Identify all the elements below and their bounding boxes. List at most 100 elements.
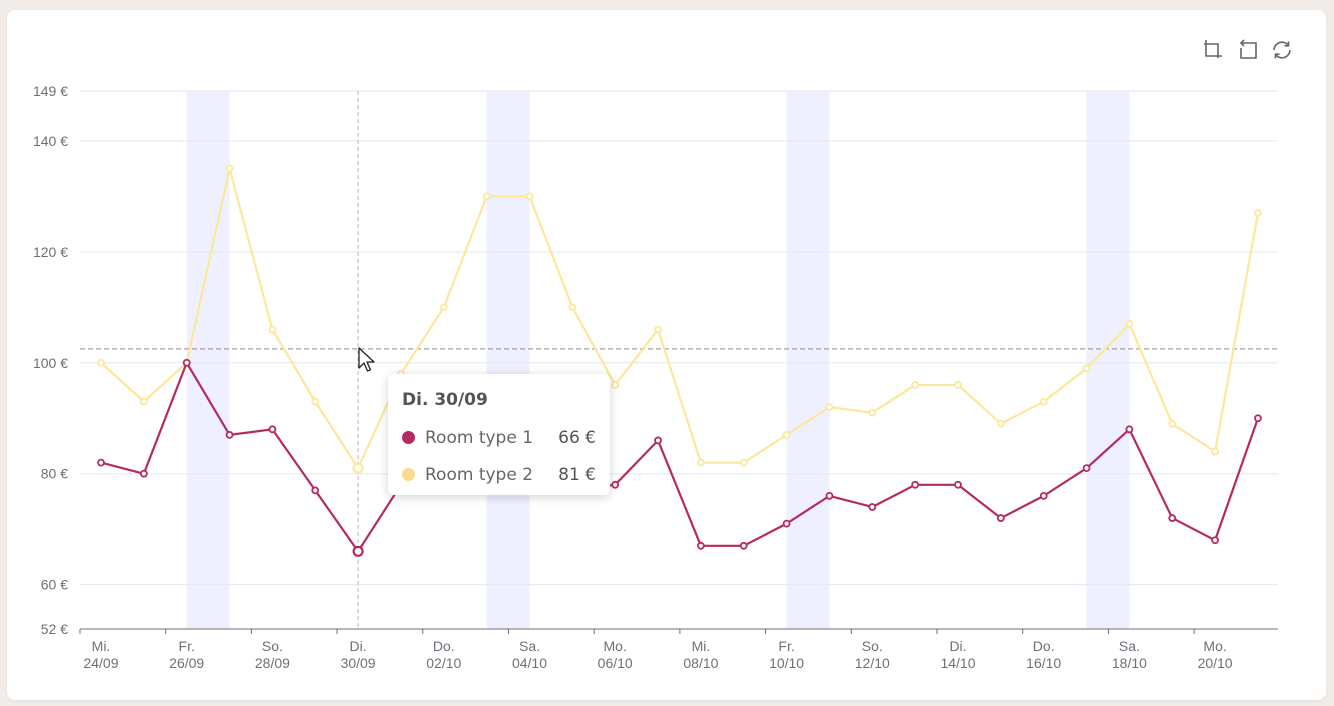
series-1-point xyxy=(268,425,277,434)
grid-lines xyxy=(80,90,1278,586)
series-2-point xyxy=(911,381,920,389)
x-tick-day-label: Fr. xyxy=(778,638,794,654)
x-tick-day-label: Mi. xyxy=(692,638,711,654)
chart-tooltip: Di. 30/09 Room type 1 66 € Room type 2 8… xyxy=(388,374,610,495)
restore-icon[interactable] xyxy=(1270,38,1294,62)
y-tick-label: 52 € xyxy=(41,621,68,637)
series-2-point xyxy=(568,303,577,312)
x-axis: Mi.24/09Fr.26/09So.28/09Di.30/09Do.02/10… xyxy=(79,628,1278,671)
x-tick-day-label: Do. xyxy=(1033,638,1055,654)
x-tick-day-label: Mo. xyxy=(604,638,627,654)
zoom-icon[interactable] xyxy=(1202,38,1226,62)
x-tick-date-label: 24/09 xyxy=(83,655,118,671)
x-tick-day-label: Di. xyxy=(949,638,966,654)
series-1-point xyxy=(697,541,705,550)
x-tick-date-label: 30/09 xyxy=(341,655,376,671)
tooltip-title: Di. 30/09 xyxy=(402,390,488,410)
weekend-band xyxy=(486,91,530,629)
tooltip-series-name: Room type 2 xyxy=(425,464,534,485)
series-2-point xyxy=(654,325,662,334)
series-1-point xyxy=(911,480,920,489)
x-tick-day-label: So. xyxy=(262,638,283,654)
tooltip-row-room-type-1: Room type 1 66 € xyxy=(402,419,596,456)
series-1-point xyxy=(868,503,877,511)
y-tick-label: 100 € xyxy=(33,355,68,371)
zoom-reset-icon[interactable] xyxy=(1236,38,1260,62)
series-2-point xyxy=(825,403,834,412)
series-2-point xyxy=(268,325,277,334)
series-1-point xyxy=(1168,514,1177,522)
x-tick-date-label: 16/10 xyxy=(1026,655,1061,671)
series-2-point xyxy=(1211,447,1219,456)
series-2-point xyxy=(1168,419,1177,428)
series-line-2 xyxy=(100,167,1260,470)
x-tick-date-label: 20/10 xyxy=(1198,655,1233,671)
x-tick-date-label: 02/10 xyxy=(426,655,461,671)
series-2-point xyxy=(482,192,491,201)
x-tick-day-label: Fr. xyxy=(179,638,195,654)
weekend-band xyxy=(1086,91,1130,629)
x-tick-day-label: Di. xyxy=(350,638,367,654)
series-lines xyxy=(97,164,1262,557)
x-tick-date-label: 04/10 xyxy=(512,655,547,671)
series-2-point xyxy=(697,458,705,467)
series-2-point xyxy=(97,358,105,367)
mouse-cursor-icon xyxy=(358,347,375,372)
series-2-point xyxy=(1254,209,1262,217)
series-1-point xyxy=(1039,491,1048,500)
series-2-point xyxy=(782,430,791,439)
series-2-point xyxy=(225,164,234,173)
y-tick-label: 149 € xyxy=(33,83,68,99)
x-tick-date-label: 06/10 xyxy=(598,655,633,671)
series-1-point xyxy=(654,436,662,445)
series-1-point xyxy=(97,458,105,467)
series-2-dot xyxy=(402,468,415,481)
tooltip-series-name: Room type 1 xyxy=(425,427,534,448)
x-tick-date-label: 28/09 xyxy=(255,655,290,671)
series-1-point xyxy=(1254,414,1262,423)
x-tick-date-label: 12/10 xyxy=(855,655,890,671)
x-tick-day-label: So. xyxy=(862,638,883,654)
x-tick-day-label: Mo. xyxy=(1203,638,1226,654)
weekend-bands xyxy=(186,91,1130,629)
series-2-point xyxy=(352,462,364,474)
series-2-point xyxy=(311,397,320,406)
x-tick-date-label: 08/10 xyxy=(683,655,718,671)
series-1-point xyxy=(739,541,748,550)
series-1-point xyxy=(1211,536,1219,545)
x-tick-day-label: Do. xyxy=(433,638,455,654)
y-axis-ticks: 52 € 60 € 80 € 100 € 120 € 140 € 149 € xyxy=(33,83,68,637)
tooltip-series-value: 81 € xyxy=(558,464,596,485)
series-2-point xyxy=(1082,364,1091,373)
x-tick-day-label: Sa. xyxy=(1119,638,1140,654)
series-1-point xyxy=(1125,425,1134,434)
series-line-1 xyxy=(100,361,1259,553)
series-2-point xyxy=(611,381,620,389)
series-1-point xyxy=(225,430,234,439)
series-1-point xyxy=(1082,464,1091,473)
series-1-point xyxy=(611,480,620,489)
series-1-point xyxy=(954,480,962,489)
series-1-dot xyxy=(402,431,415,444)
series-2-point xyxy=(1125,320,1134,328)
series-2-point xyxy=(439,303,448,312)
tooltip-row-room-type-2: Room type 2 81 € xyxy=(402,456,596,493)
x-tick-date-label: 26/09 xyxy=(169,655,204,671)
series-2-point xyxy=(1039,397,1048,406)
tooltip-series-value: 66 € xyxy=(558,427,596,448)
series-2-point xyxy=(139,397,148,406)
series-1-point xyxy=(139,469,148,478)
chart-toolbox xyxy=(1202,38,1294,62)
weekend-band xyxy=(786,91,830,629)
series-2-point xyxy=(996,419,1005,428)
series-1-point xyxy=(782,519,791,528)
x-tick-date-label: 14/10 xyxy=(940,655,975,671)
x-tick-day-label: Mi. xyxy=(92,638,111,654)
x-tick-day-label: Sa. xyxy=(519,638,540,654)
series-1-point xyxy=(352,545,364,557)
x-tick-date-label: 18/10 xyxy=(1112,655,1147,671)
y-tick-label: 60 € xyxy=(41,577,68,593)
series-2-point xyxy=(954,381,962,389)
y-tick-label: 140 € xyxy=(33,133,68,149)
